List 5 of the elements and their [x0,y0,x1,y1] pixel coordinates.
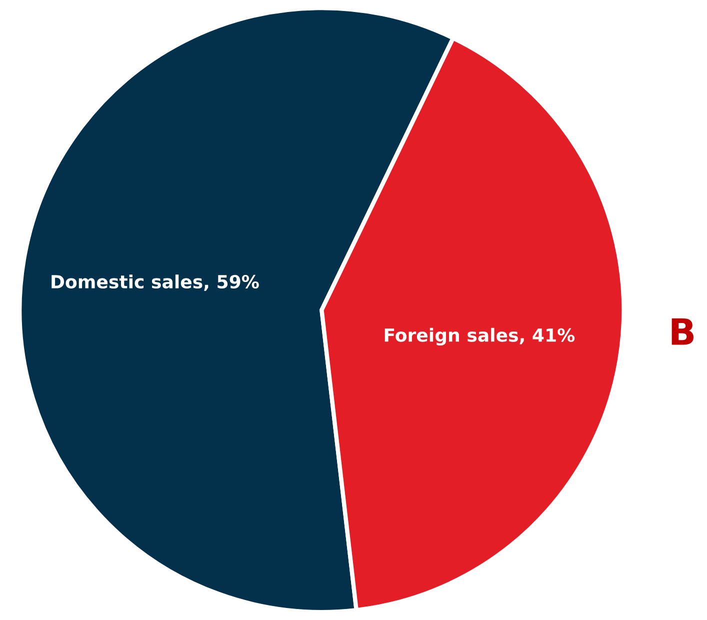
slice-label: Domestic sales [52,274,202,289]
data-label: , 41% [520,328,575,344]
slice-label: Foreign sales [384,328,518,346]
text: B [672,318,694,345]
data-label: , 59% [204,274,259,291]
